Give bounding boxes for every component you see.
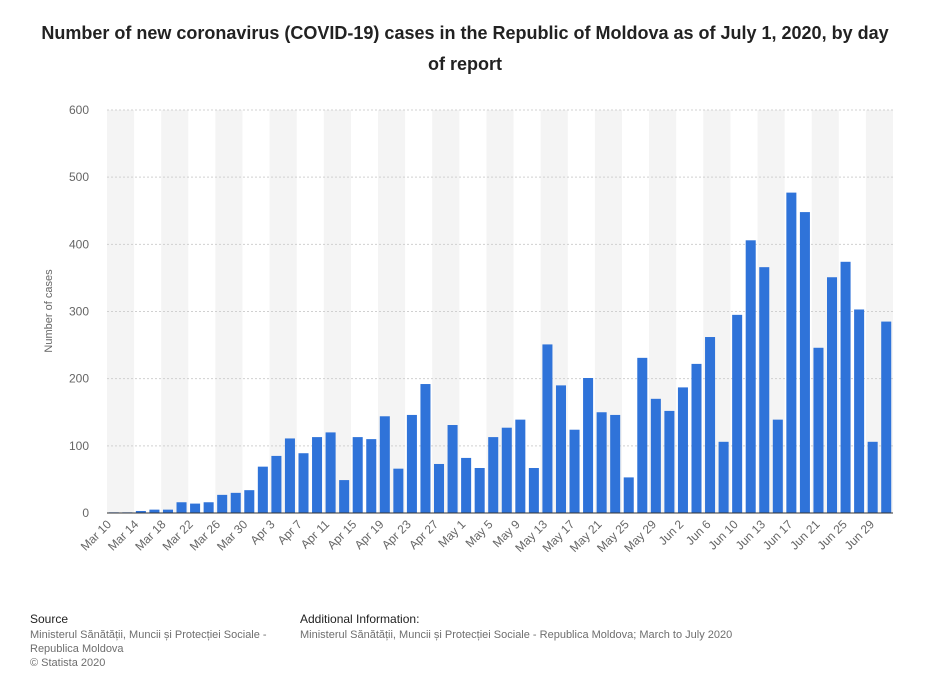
y-tick-label: 200 <box>69 372 89 386</box>
y-tick-label: 600 <box>69 103 89 117</box>
bar <box>813 347 824 513</box>
bar <box>217 494 228 513</box>
x-tick-label: Apr 23 <box>379 517 414 552</box>
bar <box>555 385 566 513</box>
y-tick-label: 500 <box>69 170 89 184</box>
copyright: © Statista 2020 <box>30 657 106 669</box>
bar <box>190 503 201 513</box>
bar <box>379 416 390 513</box>
x-tick-label: Jun 25 <box>814 517 850 553</box>
x-tick-label: Apr 19 <box>352 517 387 552</box>
bar <box>366 439 377 513</box>
bar <box>596 412 607 513</box>
y-axis-label: Number of cases <box>43 269 55 353</box>
bar <box>488 437 499 513</box>
source-line: Republica Moldova <box>30 643 124 655</box>
bar <box>298 453 309 513</box>
x-tick-label: May 5 <box>463 517 496 550</box>
bar <box>650 398 661 513</box>
x-tick-label: Jun 13 <box>733 517 769 553</box>
bar <box>230 492 241 513</box>
bar <box>528 467 539 513</box>
bar <box>691 363 702 513</box>
bar <box>135 510 146 513</box>
x-tick-label: Jun 17 <box>760 517 796 553</box>
bar <box>705 337 716 513</box>
bar <box>162 509 173 513</box>
bar <box>569 429 580 513</box>
bar <box>827 277 838 513</box>
bars <box>108 192 892 514</box>
bar <box>732 314 743 513</box>
bar <box>447 425 458 513</box>
chart-title: Number of new coronavirus (COVID-19) cas… <box>41 23 889 74</box>
bar <box>271 455 282 513</box>
y-tick-label: 300 <box>69 305 89 319</box>
bar <box>149 509 160 513</box>
x-tick-label: Jun 2 <box>656 517 687 548</box>
bar <box>840 261 851 513</box>
additional-info-text: Ministerul Sănătății, Muncii și Protecți… <box>300 629 733 641</box>
bar <box>854 309 865 513</box>
bar <box>623 477 634 513</box>
bar <box>352 437 363 513</box>
bar <box>339 480 350 513</box>
bar <box>583 377 594 513</box>
bar <box>881 321 892 513</box>
x-tick-label: Jun 29 <box>842 517 878 553</box>
bar <box>474 467 485 513</box>
x-tick-label: Apr 3 <box>247 517 277 547</box>
x-tick-label: Apr 27 <box>406 517 441 552</box>
source-heading: Source <box>30 612 69 626</box>
bar <box>257 466 268 513</box>
source-line: Ministerul Sănătății, Muncii și Protecți… <box>30 629 267 641</box>
bar <box>312 437 323 513</box>
bar <box>799 212 810 514</box>
bar <box>461 457 472 513</box>
bar <box>745 240 756 513</box>
bar <box>664 410 675 513</box>
bar <box>284 438 295 513</box>
bar <box>176 502 187 513</box>
x-tick-label: Jun 21 <box>787 517 823 553</box>
bar <box>244 490 255 513</box>
bar <box>501 427 512 513</box>
x-tick-label: Jun 10 <box>705 517 741 553</box>
y-tick-label: 400 <box>69 237 89 251</box>
gridlines <box>107 109 893 447</box>
source-block: Source Ministerul Sănătății, Muncii și P… <box>30 612 290 670</box>
bar <box>420 384 431 513</box>
x-tick-label: Mar 30 <box>214 517 251 554</box>
bar <box>325 432 336 513</box>
bar <box>406 414 417 513</box>
x-tick-label: Apr 15 <box>324 517 359 552</box>
bar <box>515 419 526 513</box>
bar <box>393 468 404 513</box>
bar <box>772 419 783 513</box>
bar <box>786 192 797 514</box>
bar <box>637 357 648 513</box>
bar <box>677 387 688 513</box>
bar <box>203 502 214 513</box>
bar <box>867 441 878 513</box>
bar <box>718 441 729 513</box>
y-axis-ticks: 0 100 200 300 400 500 600 <box>69 103 89 520</box>
y-tick-label: 100 <box>69 439 89 453</box>
bar <box>610 414 621 513</box>
bar <box>759 267 770 513</box>
additional-info-heading: Additional Information: <box>300 612 420 626</box>
bar <box>542 344 553 513</box>
bar <box>434 463 445 513</box>
y-tick-label: 0 <box>82 506 89 520</box>
x-tick-label: May 1 <box>435 517 468 550</box>
additional-info-block: Additional Information: Ministerul Sănăt… <box>300 612 900 642</box>
